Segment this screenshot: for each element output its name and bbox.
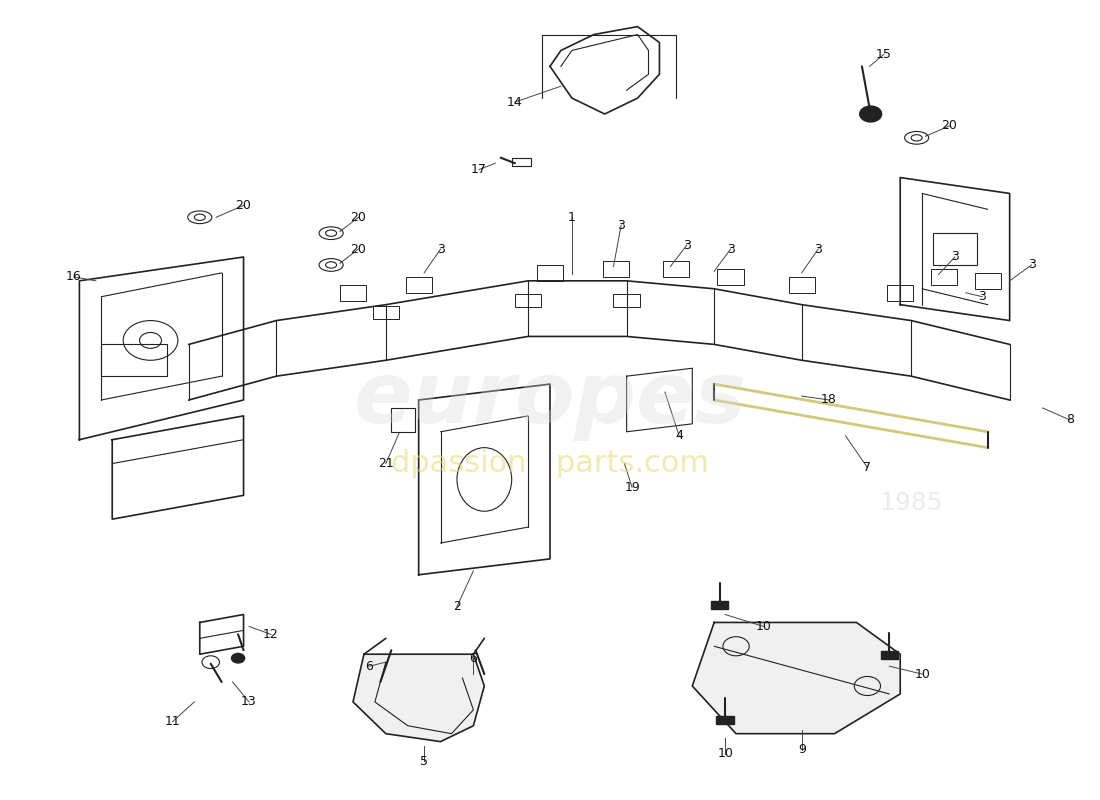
Bar: [887, 285, 913, 301]
Bar: [931, 269, 957, 285]
Polygon shape: [692, 622, 900, 734]
Text: 12: 12: [263, 628, 278, 641]
Bar: [406, 277, 432, 293]
Bar: [716, 716, 734, 724]
Text: 20: 20: [942, 119, 957, 133]
Text: 20: 20: [235, 199, 252, 212]
Bar: [717, 269, 744, 285]
Circle shape: [860, 106, 881, 122]
Text: 9: 9: [798, 743, 805, 756]
Text: 8: 8: [1066, 414, 1074, 426]
Text: 6: 6: [365, 660, 373, 673]
Text: 5: 5: [420, 755, 428, 768]
Text: 3: 3: [437, 242, 444, 255]
Text: 19: 19: [624, 481, 640, 494]
Text: 13: 13: [241, 695, 257, 708]
Text: 11: 11: [165, 715, 180, 728]
Text: 3: 3: [683, 238, 691, 251]
Text: 1: 1: [568, 210, 575, 224]
Text: 3: 3: [978, 290, 987, 303]
Bar: [880, 651, 898, 659]
Bar: [662, 261, 689, 277]
Text: 3: 3: [1027, 258, 1035, 271]
Circle shape: [231, 654, 244, 663]
Text: 17: 17: [471, 163, 487, 176]
Text: 14: 14: [507, 95, 522, 109]
Text: 20: 20: [351, 242, 366, 255]
Text: 18: 18: [821, 394, 837, 406]
Text: 6: 6: [470, 652, 477, 665]
Bar: [101, 344, 167, 376]
Bar: [975, 273, 1001, 289]
Text: 20: 20: [351, 210, 366, 224]
Text: 3: 3: [952, 250, 959, 263]
Polygon shape: [353, 654, 484, 742]
Bar: [537, 265, 563, 281]
Text: dpassion   parts.com: dpassion parts.com: [392, 449, 708, 478]
Bar: [711, 601, 728, 609]
Bar: [614, 294, 640, 307]
Text: 3: 3: [617, 218, 625, 232]
Bar: [933, 233, 977, 265]
Text: 7: 7: [864, 461, 871, 474]
Text: 10: 10: [914, 667, 929, 681]
Text: 2: 2: [453, 600, 461, 613]
Text: 1985: 1985: [879, 491, 943, 515]
Bar: [512, 158, 531, 166]
Bar: [789, 277, 815, 293]
Text: 10: 10: [756, 620, 771, 633]
Text: europes: europes: [354, 358, 746, 442]
Bar: [515, 294, 541, 307]
Bar: [340, 285, 366, 301]
Text: 21: 21: [378, 457, 394, 470]
Text: 3: 3: [814, 242, 822, 255]
Text: 10: 10: [717, 747, 733, 760]
Text: 3: 3: [727, 242, 735, 255]
Text: 4: 4: [675, 430, 683, 442]
Bar: [373, 306, 399, 319]
Text: 16: 16: [66, 270, 81, 283]
Text: 15: 15: [876, 48, 892, 61]
Bar: [392, 408, 416, 432]
Bar: [603, 261, 629, 277]
